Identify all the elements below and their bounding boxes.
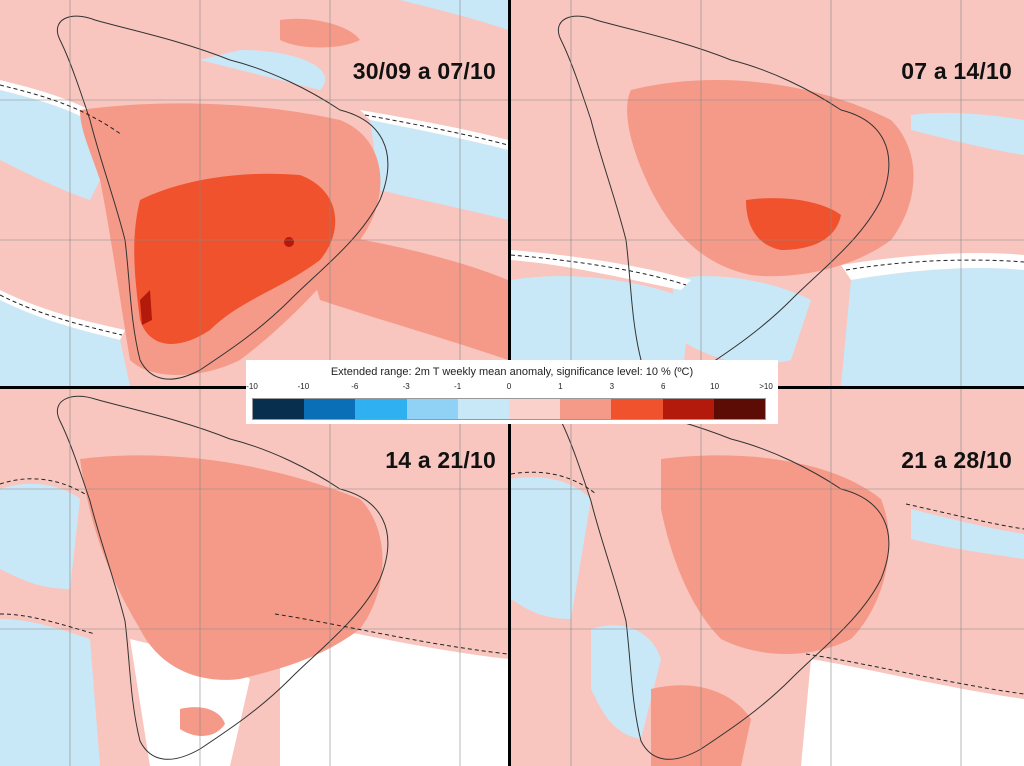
- legend-swatch-8: [662, 399, 714, 419]
- legend-tick-row: -10 -10 -6 -3 -1 0 1 3 6 10 >10: [246, 382, 773, 394]
- legend-tick-label: 0: [506, 382, 512, 391]
- panel-label-week2: 07 a 14/10: [901, 58, 1012, 84]
- panel-label-week3: 14 a 21/10: [385, 447, 496, 473]
- legend-swatch-4: [457, 399, 510, 419]
- map-panel-week4: 21 a 28/10: [511, 389, 1024, 766]
- legend-swatch-1: [304, 399, 356, 419]
- legend-swatch-2: [355, 399, 407, 419]
- legend-tick-label: >10: [759, 382, 773, 391]
- legend-tick-label: -10: [246, 382, 258, 391]
- anomaly-map-week2: [511, 0, 1024, 386]
- map-panel-week3: 14 a 21/10: [0, 389, 508, 766]
- anomaly-map-week3: [0, 389, 508, 766]
- panel-label-week1: 30/09 a 07/10: [352, 58, 496, 84]
- color-legend: Extended range: 2m T weekly mean anomaly…: [246, 360, 778, 424]
- legend-tick-label: 10: [710, 382, 720, 391]
- legend-swatch-0: [253, 399, 305, 419]
- panel-label-week4: 21 a 28/10: [901, 447, 1012, 473]
- legend-swatch-3: [406, 399, 458, 419]
- legend-color-bar: [252, 398, 766, 420]
- legend-swatch-9: [713, 399, 766, 419]
- legend-tick-label: -6: [351, 382, 359, 391]
- map-panel-week2: 07 a 14/10: [511, 0, 1024, 386]
- anomaly-map-week4: [511, 389, 1024, 766]
- legend-tick-label: 6: [660, 382, 666, 391]
- legend-swatch-5: [509, 399, 561, 419]
- legend-tick-label: -1: [454, 382, 462, 391]
- legend-swatch-7: [611, 399, 663, 419]
- anomaly-map-week1: [0, 0, 508, 386]
- legend-title: Extended range: 2m T weekly mean anomaly…: [330, 366, 694, 378]
- legend-tick-label: -3: [402, 382, 410, 391]
- legend-swatch-6: [560, 399, 612, 419]
- legend-tick-label: 3: [609, 382, 615, 391]
- legend-tick-label: 1: [558, 382, 563, 391]
- legend-tick-label: -10: [297, 382, 310, 391]
- map-panel-week1: 30/09 a 07/10: [0, 0, 508, 386]
